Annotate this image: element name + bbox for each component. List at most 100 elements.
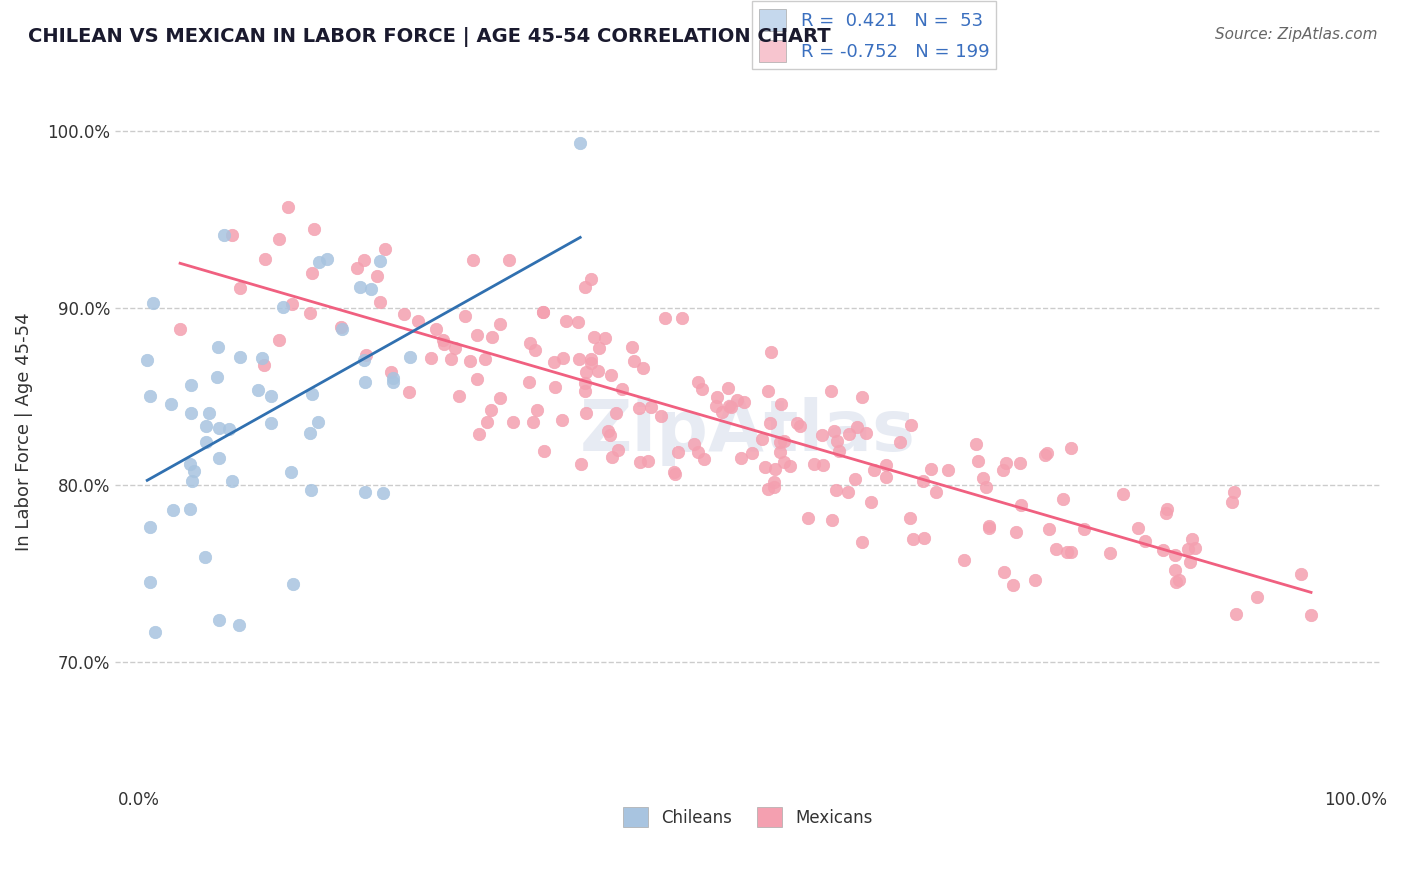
Point <box>686 444 709 458</box>
Point <box>208 420 231 434</box>
Text: ZipAtlas: ZipAtlas <box>579 397 915 467</box>
Point <box>392 307 415 321</box>
Point <box>567 315 589 329</box>
Point <box>875 458 897 473</box>
Point <box>475 415 498 429</box>
Point <box>301 266 323 280</box>
Point <box>398 350 420 364</box>
Point <box>912 532 935 546</box>
Point <box>228 350 250 364</box>
Point <box>920 462 942 476</box>
Point <box>860 495 883 509</box>
Point <box>588 341 610 355</box>
Point <box>875 469 897 483</box>
Point <box>330 321 353 335</box>
Point <box>569 457 592 471</box>
Point <box>207 451 229 466</box>
Point <box>307 415 329 429</box>
Point <box>630 455 652 469</box>
Point <box>1246 590 1268 604</box>
Point <box>664 467 686 481</box>
Point <box>214 228 236 243</box>
Point <box>763 475 786 490</box>
Point <box>1010 498 1032 512</box>
Point <box>607 442 630 457</box>
Point <box>574 376 596 391</box>
Point <box>449 389 471 403</box>
Point <box>138 389 160 403</box>
Point <box>979 519 1001 533</box>
Point <box>1073 522 1095 536</box>
Point <box>575 406 598 420</box>
Point <box>380 365 402 379</box>
Point <box>637 454 659 468</box>
Point <box>1036 446 1059 460</box>
Point <box>458 354 481 368</box>
Point <box>825 434 848 449</box>
Point <box>488 392 510 406</box>
Point <box>474 351 496 366</box>
Point <box>851 390 873 404</box>
Point <box>965 436 987 450</box>
Y-axis label: In Labor Force | Age 45-54: In Labor Force | Age 45-54 <box>15 312 32 551</box>
Point <box>769 397 792 411</box>
Point <box>769 435 792 450</box>
Point <box>1299 608 1322 623</box>
Point <box>406 313 429 327</box>
Point <box>304 222 326 236</box>
Point <box>586 364 609 378</box>
Point <box>741 446 763 460</box>
Point <box>179 501 201 516</box>
Point <box>247 383 270 397</box>
Point <box>756 483 779 497</box>
Point <box>692 452 714 467</box>
Point <box>353 352 375 367</box>
Point <box>759 416 782 430</box>
Point <box>575 365 598 379</box>
Point <box>360 282 382 296</box>
Point <box>1181 533 1204 547</box>
Point <box>354 348 377 362</box>
Point <box>779 459 801 474</box>
Point <box>821 513 844 527</box>
Point <box>181 474 204 488</box>
Point <box>443 341 465 355</box>
Point <box>898 510 921 524</box>
Point <box>1220 494 1243 508</box>
Point <box>1060 545 1083 559</box>
Point <box>195 419 218 434</box>
Point <box>1178 555 1201 569</box>
Point <box>759 344 782 359</box>
Point <box>136 353 159 368</box>
Point <box>1222 485 1244 500</box>
Point <box>368 294 391 309</box>
Point <box>467 426 489 441</box>
Point <box>260 389 283 403</box>
Point <box>517 375 540 389</box>
Point <box>519 336 541 351</box>
Point <box>846 420 869 434</box>
Point <box>269 232 291 246</box>
Point <box>138 574 160 589</box>
Point <box>353 375 375 389</box>
Point <box>301 387 323 401</box>
Point <box>796 511 818 525</box>
Point <box>1291 567 1313 582</box>
Point <box>194 434 217 449</box>
Point <box>425 322 447 336</box>
Point <box>382 375 405 389</box>
Point <box>208 613 231 627</box>
Point <box>142 295 165 310</box>
Point <box>1167 573 1189 587</box>
Point <box>197 406 219 420</box>
Point <box>596 424 619 438</box>
Point <box>754 460 776 475</box>
Point <box>682 437 704 451</box>
Point <box>353 253 375 268</box>
Point <box>912 475 935 489</box>
Point <box>453 309 475 323</box>
Point <box>183 464 205 478</box>
Point <box>180 378 202 392</box>
Point <box>465 372 488 386</box>
Point <box>706 390 728 404</box>
